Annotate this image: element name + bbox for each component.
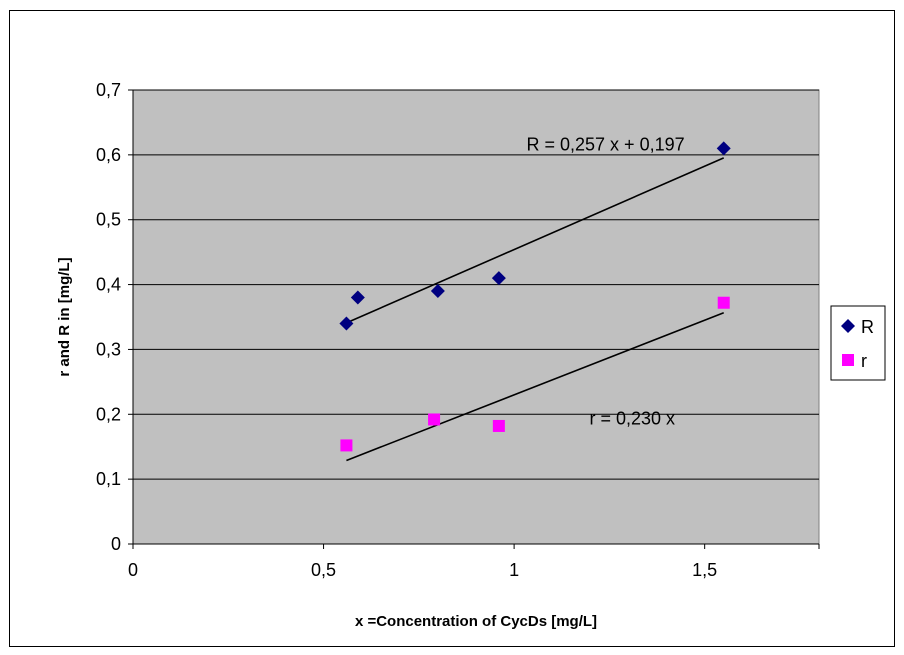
trendlines bbox=[346, 157, 725, 462]
x-tick-label-2: 1 bbox=[509, 560, 519, 580]
legend-box bbox=[830, 305, 886, 381]
y-axis-title: r and R in [mg/L] bbox=[56, 257, 73, 376]
annotations: R = 0,257 x + 0,197 r = 0,230 x bbox=[527, 134, 685, 428]
x-axis-title: x =Concentration of CycDs [mg/L] bbox=[355, 613, 597, 630]
point-r-3 bbox=[717, 296, 730, 309]
y-tick-label-7: 0,7 bbox=[96, 80, 121, 100]
trendline-R bbox=[346, 157, 725, 324]
y-tick-label-3: 0,3 bbox=[96, 339, 121, 359]
point-r-0 bbox=[340, 439, 353, 452]
point-r-2 bbox=[492, 419, 505, 432]
legend-label-r: r bbox=[861, 351, 867, 371]
y-tick-label-2: 0,2 bbox=[96, 404, 121, 424]
axes bbox=[128, 89, 820, 549]
y-tick-label-1: 0,1 bbox=[96, 469, 121, 489]
x-tick-label-1: 0,5 bbox=[311, 560, 336, 580]
legend-marker-r bbox=[842, 354, 854, 366]
tick-labels: 0 0,1 0,2 0,3 0,4 0,5 0,6 0,7 0 0,5 1 1,5 bbox=[96, 80, 717, 580]
x-tick-label-3: 1,5 bbox=[692, 560, 717, 580]
trendline-r bbox=[346, 312, 725, 462]
x-tick-label-0: 0 bbox=[128, 560, 138, 580]
point-R-2 bbox=[430, 284, 445, 299]
equation-label-1: r = 0,230 x bbox=[589, 409, 675, 429]
y-tick-label-5: 0,5 bbox=[96, 210, 121, 230]
y-tick-label-6: 0,6 bbox=[96, 145, 121, 165]
point-R-4 bbox=[716, 141, 731, 156]
plot-area bbox=[132, 89, 820, 545]
legend-marker-R bbox=[841, 319, 855, 333]
grid-lines bbox=[133, 89, 819, 480]
point-R-3 bbox=[491, 271, 506, 286]
point-R-0 bbox=[339, 316, 354, 331]
data-points bbox=[339, 141, 731, 452]
legend: Rr bbox=[830, 305, 886, 381]
equation-label-0: R = 0,257 x + 0,197 bbox=[527, 134, 685, 154]
legend-label-R: R bbox=[861, 317, 874, 337]
y-tick-label-0: 0 bbox=[111, 534, 121, 554]
y-tick-label-4: 0,4 bbox=[96, 275, 121, 295]
point-r-1 bbox=[428, 413, 441, 426]
point-R-1 bbox=[350, 290, 365, 305]
